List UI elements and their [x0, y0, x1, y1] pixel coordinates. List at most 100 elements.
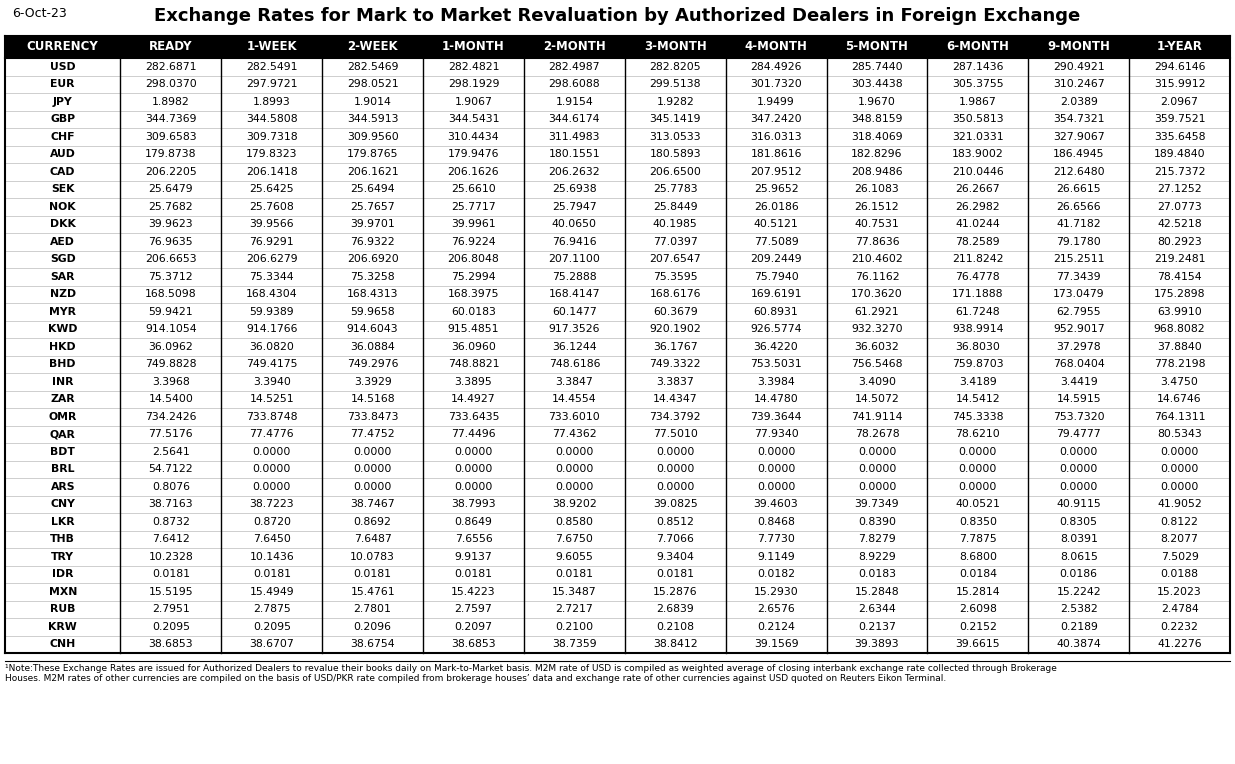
Bar — [1029, 513, 1129, 530]
Bar — [1129, 636, 1230, 653]
Bar — [322, 426, 424, 443]
Text: 310.2467: 310.2467 — [1053, 79, 1104, 89]
Bar — [1129, 408, 1230, 426]
Bar — [625, 478, 726, 496]
Text: 208.9486: 208.9486 — [851, 167, 903, 176]
Bar — [625, 58, 726, 76]
Text: 2.7801: 2.7801 — [353, 604, 391, 614]
Bar — [221, 198, 322, 215]
Bar — [121, 303, 221, 321]
Bar — [927, 180, 1029, 198]
Text: 14.4347: 14.4347 — [653, 394, 698, 404]
Text: 206.6920: 206.6920 — [347, 254, 399, 264]
Text: 25.6425: 25.6425 — [249, 184, 294, 194]
Text: 36.6032: 36.6032 — [855, 342, 899, 351]
Text: 40.1985: 40.1985 — [653, 219, 698, 229]
Bar — [121, 478, 221, 496]
Text: 6-MONTH: 6-MONTH — [946, 40, 1009, 53]
Text: 0.0188: 0.0188 — [1161, 569, 1198, 579]
Bar — [625, 426, 726, 443]
Text: 179.8323: 179.8323 — [246, 149, 298, 159]
Text: 77.4776: 77.4776 — [249, 429, 294, 439]
Bar — [221, 286, 322, 303]
Text: 354.7321: 354.7321 — [1053, 115, 1104, 125]
Bar — [726, 233, 826, 251]
Text: 39.9566: 39.9566 — [249, 219, 294, 229]
Text: 952.9017: 952.9017 — [1053, 324, 1104, 335]
Bar — [726, 513, 826, 530]
Text: 753.7320: 753.7320 — [1053, 412, 1104, 422]
Bar — [726, 58, 826, 76]
Text: 0.2124: 0.2124 — [757, 622, 795, 632]
Bar — [424, 163, 524, 180]
Bar — [927, 268, 1029, 286]
Text: ZAR: ZAR — [51, 394, 75, 404]
Text: 25.7657: 25.7657 — [351, 202, 395, 212]
Text: 0.8580: 0.8580 — [556, 516, 593, 526]
Text: 0.0000: 0.0000 — [656, 482, 694, 492]
Text: CHF: CHF — [51, 131, 75, 142]
Text: 173.0479: 173.0479 — [1053, 290, 1104, 299]
Text: 14.5168: 14.5168 — [351, 394, 395, 404]
Text: CNH: CNH — [49, 639, 75, 649]
Bar — [5, 513, 121, 530]
Text: 9-MONTH: 9-MONTH — [1047, 40, 1110, 53]
Bar — [322, 286, 424, 303]
Text: 0.2096: 0.2096 — [353, 622, 391, 632]
Text: 38.6853: 38.6853 — [451, 639, 495, 649]
Text: 170.3620: 170.3620 — [851, 290, 903, 299]
Text: 14.5412: 14.5412 — [956, 394, 1000, 404]
Bar — [121, 390, 221, 408]
Bar — [1129, 583, 1230, 601]
Bar — [1029, 36, 1129, 58]
Bar — [221, 58, 322, 76]
Text: 26.0186: 26.0186 — [753, 202, 799, 212]
Bar — [927, 93, 1029, 111]
Text: 206.1621: 206.1621 — [347, 167, 399, 176]
Bar — [221, 233, 322, 251]
Text: READY: READY — [149, 40, 193, 53]
Text: CNY: CNY — [51, 499, 75, 510]
Text: 310.4434: 310.4434 — [447, 131, 499, 142]
Text: 76.9291: 76.9291 — [249, 237, 294, 247]
Text: 920.1902: 920.1902 — [650, 324, 701, 335]
Text: 0.0000: 0.0000 — [1161, 482, 1199, 492]
Bar — [5, 111, 121, 128]
Bar — [826, 513, 927, 530]
Bar — [524, 36, 625, 58]
Bar — [826, 128, 927, 145]
Bar — [826, 180, 927, 198]
Bar — [826, 583, 927, 601]
Text: 914.1054: 914.1054 — [144, 324, 196, 335]
Text: 0.0000: 0.0000 — [858, 447, 897, 457]
Text: 77.5010: 77.5010 — [653, 429, 698, 439]
Text: 0.0000: 0.0000 — [958, 465, 997, 474]
Bar — [322, 128, 424, 145]
Bar — [322, 58, 424, 76]
Bar — [826, 215, 927, 233]
Bar — [726, 338, 826, 355]
Bar — [1029, 530, 1129, 548]
Bar — [927, 233, 1029, 251]
Bar — [826, 390, 927, 408]
Text: 2.7951: 2.7951 — [152, 604, 190, 614]
Text: 36.1767: 36.1767 — [653, 342, 698, 351]
Text: 749.2976: 749.2976 — [347, 359, 399, 369]
Text: 2.6839: 2.6839 — [656, 604, 694, 614]
Bar — [1029, 303, 1129, 321]
Bar — [1029, 93, 1129, 111]
Text: 36.1244: 36.1244 — [552, 342, 597, 351]
Bar — [221, 93, 322, 111]
Bar — [322, 36, 424, 58]
Bar — [322, 355, 424, 373]
Bar — [221, 426, 322, 443]
Text: 59.9421: 59.9421 — [148, 307, 193, 317]
Bar — [424, 286, 524, 303]
Text: 282.8205: 282.8205 — [650, 62, 701, 72]
Bar — [826, 93, 927, 111]
Text: 206.2205: 206.2205 — [144, 167, 196, 176]
Text: 25.8449: 25.8449 — [653, 202, 698, 212]
Text: BRL: BRL — [51, 465, 74, 474]
Text: 287.1436: 287.1436 — [952, 62, 1004, 72]
Bar — [1129, 303, 1230, 321]
